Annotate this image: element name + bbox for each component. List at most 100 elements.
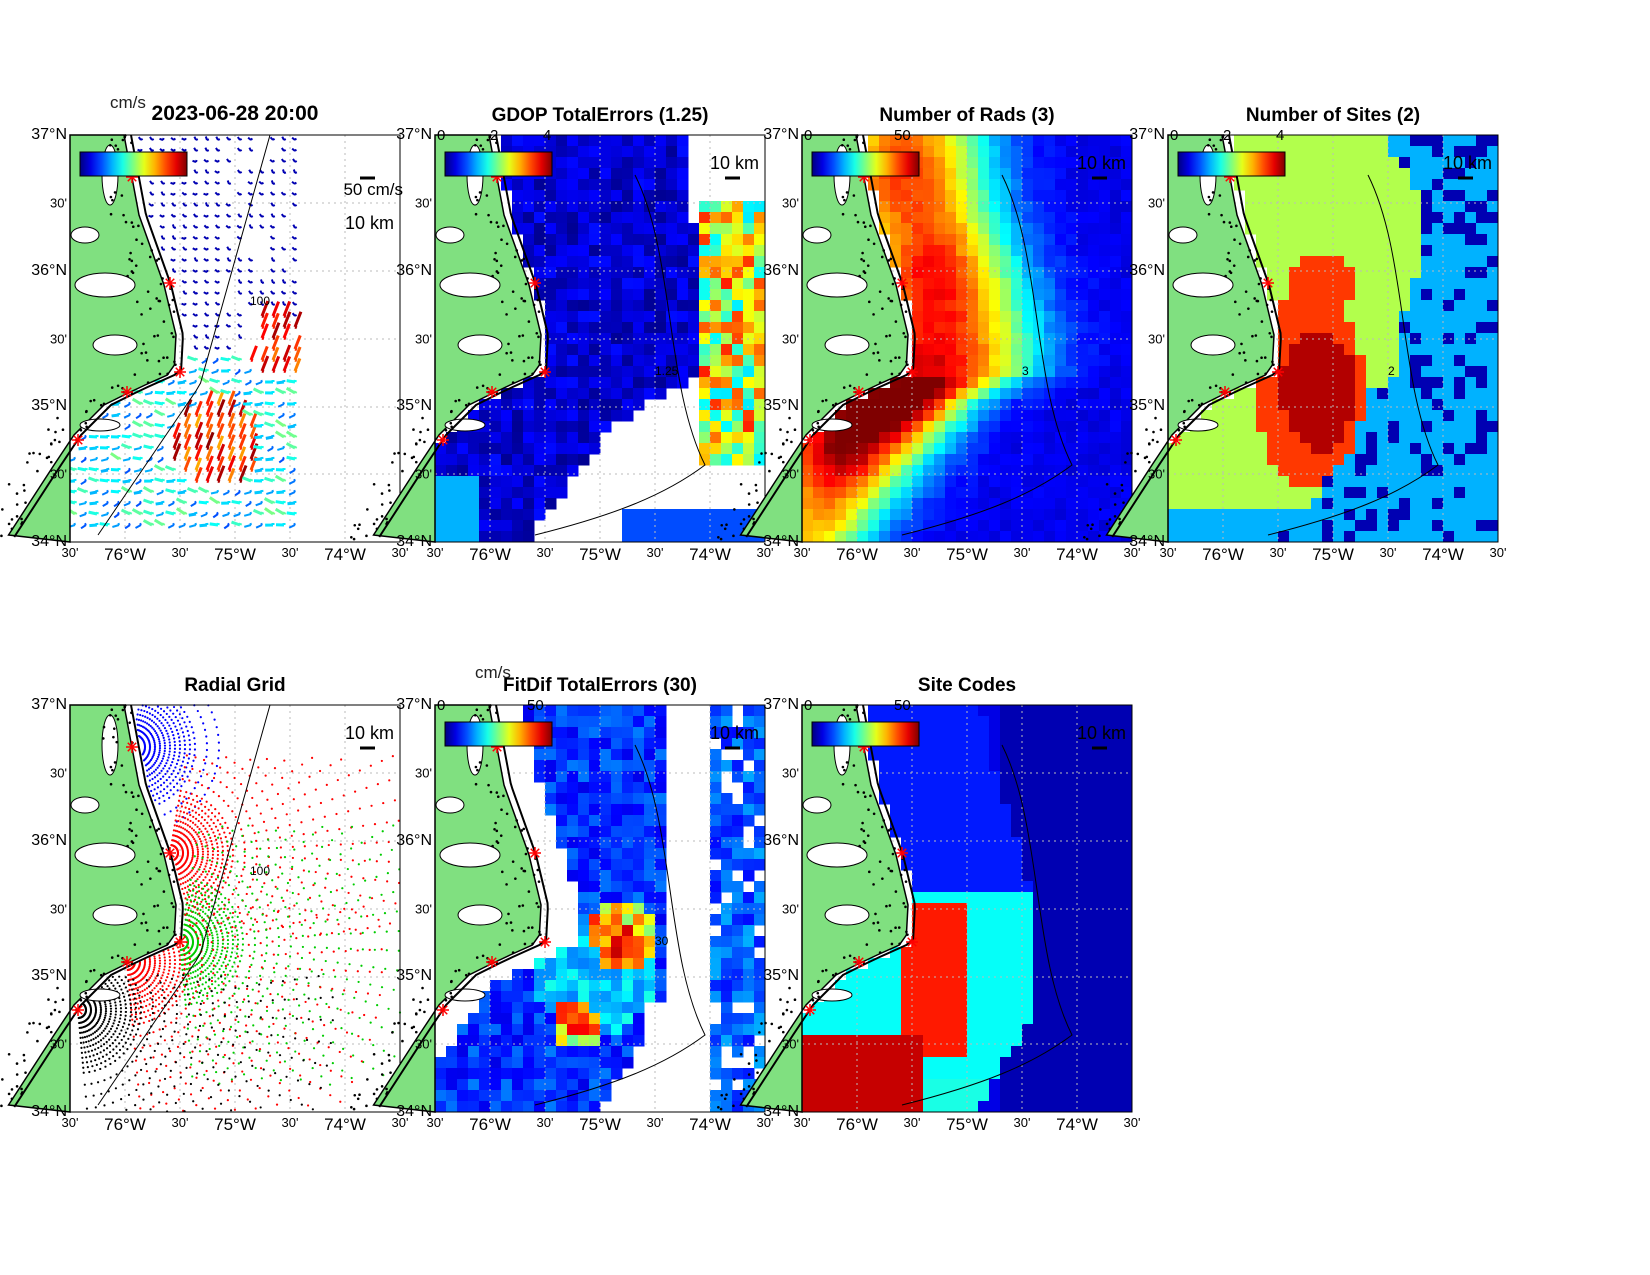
current-vector <box>214 214 220 218</box>
land-dot <box>150 249 154 252</box>
data-cell <box>1289 454 1301 466</box>
data-cell <box>1033 300 1045 312</box>
current-vector <box>193 202 199 207</box>
data-cell <box>1465 190 1477 202</box>
data-cell <box>1289 344 1301 356</box>
current-vector <box>238 399 248 418</box>
data-cell <box>622 278 634 290</box>
data-cell <box>1201 410 1213 422</box>
data-cell <box>589 432 601 444</box>
data-cell <box>644 344 656 356</box>
data-cell <box>611 157 623 169</box>
data-cell <box>1267 201 1279 213</box>
data-cell <box>1044 278 1056 290</box>
map-panel-currents: 100 2023-06-28 20:00 cm/s 10 km 50 cm/s 37°N 3… <box>0 93 408 564</box>
data-cell <box>857 432 869 444</box>
data-cell <box>1344 157 1356 169</box>
current-vector <box>193 257 199 262</box>
data-cell <box>1487 322 1499 334</box>
data-cell <box>1322 168 1334 180</box>
data-cell <box>1190 498 1202 510</box>
data-cell <box>1077 454 1089 466</box>
radial-grid-point <box>206 847 209 850</box>
data-cell <box>1223 509 1235 521</box>
data-cell <box>923 212 935 224</box>
land-dot <box>85 425 88 429</box>
data-cell <box>600 399 612 411</box>
land-dot <box>473 143 477 147</box>
radial-grid-point <box>209 929 212 932</box>
current-vector <box>285 386 298 395</box>
radial-grid-point <box>191 858 194 861</box>
data-cell <box>446 498 458 510</box>
current-vector <box>89 489 99 495</box>
data-cell <box>868 509 880 521</box>
data-cell <box>1110 344 1122 356</box>
data-cell <box>699 245 711 257</box>
radial-grid-point <box>173 858 176 861</box>
land-dot <box>493 258 496 261</box>
data-cell <box>989 454 1001 466</box>
radial-grid-point <box>151 713 154 717</box>
radial-grid-point <box>175 806 178 809</box>
land-dot <box>129 251 132 255</box>
radial-grid-point <box>274 885 277 888</box>
data-cell <box>490 520 502 532</box>
land-dot <box>858 274 861 278</box>
current-vector <box>214 180 221 185</box>
radial-grid-point <box>189 961 192 964</box>
data-cell <box>1099 410 1111 422</box>
current-vector <box>194 421 204 440</box>
current-vector <box>142 420 155 428</box>
data-cell <box>611 289 623 301</box>
data-cell <box>710 333 722 345</box>
radial-grid-point <box>184 897 187 900</box>
current-vector <box>183 446 192 462</box>
radial-grid-point <box>179 820 182 823</box>
data-cell <box>1033 289 1045 301</box>
radial-grid-point <box>206 787 210 790</box>
data-cell <box>890 399 902 411</box>
data-cell <box>1322 454 1334 466</box>
radial-grid-point <box>300 881 303 884</box>
data-cell <box>1099 399 1111 411</box>
radial-grid-point <box>197 883 200 887</box>
x-tick-label: 75°W <box>1312 545 1354 564</box>
data-cell <box>1311 520 1323 532</box>
data-cell <box>1256 135 1268 147</box>
data-cell <box>1289 377 1301 389</box>
current-vector <box>270 268 276 273</box>
data-cell <box>1322 487 1334 499</box>
radial-grid-point <box>290 834 293 837</box>
data-cell <box>890 410 902 422</box>
data-cell <box>1399 520 1411 532</box>
data-cell <box>622 344 634 356</box>
data-cell <box>1110 245 1122 257</box>
data-cell <box>699 278 711 290</box>
radial-grid-point <box>189 842 192 845</box>
data-cell <box>688 366 700 378</box>
land-dot <box>116 147 120 151</box>
data-cell <box>1322 146 1334 158</box>
radial-grid-point <box>361 824 365 827</box>
data-cell <box>989 344 1001 356</box>
radial-grid-point <box>186 812 189 815</box>
current-vector <box>171 235 177 240</box>
current-vector <box>193 334 199 339</box>
data-cell <box>523 212 535 224</box>
radial-grid-point <box>303 857 306 860</box>
radial-grid-point <box>319 801 323 805</box>
radial-grid-point <box>248 817 251 820</box>
scale-label: 10 km <box>344 213 394 233</box>
data-cell <box>523 190 535 202</box>
land-dot <box>539 363 542 366</box>
land-dot <box>1118 521 1122 524</box>
radial-grid-point <box>362 877 365 880</box>
land-dot <box>848 147 852 151</box>
current-vector <box>166 390 176 396</box>
data-cell <box>1443 366 1455 378</box>
data-cell <box>589 212 601 224</box>
current-vector <box>76 486 89 494</box>
data-cell <box>1399 157 1411 169</box>
data-cell <box>1443 289 1455 301</box>
